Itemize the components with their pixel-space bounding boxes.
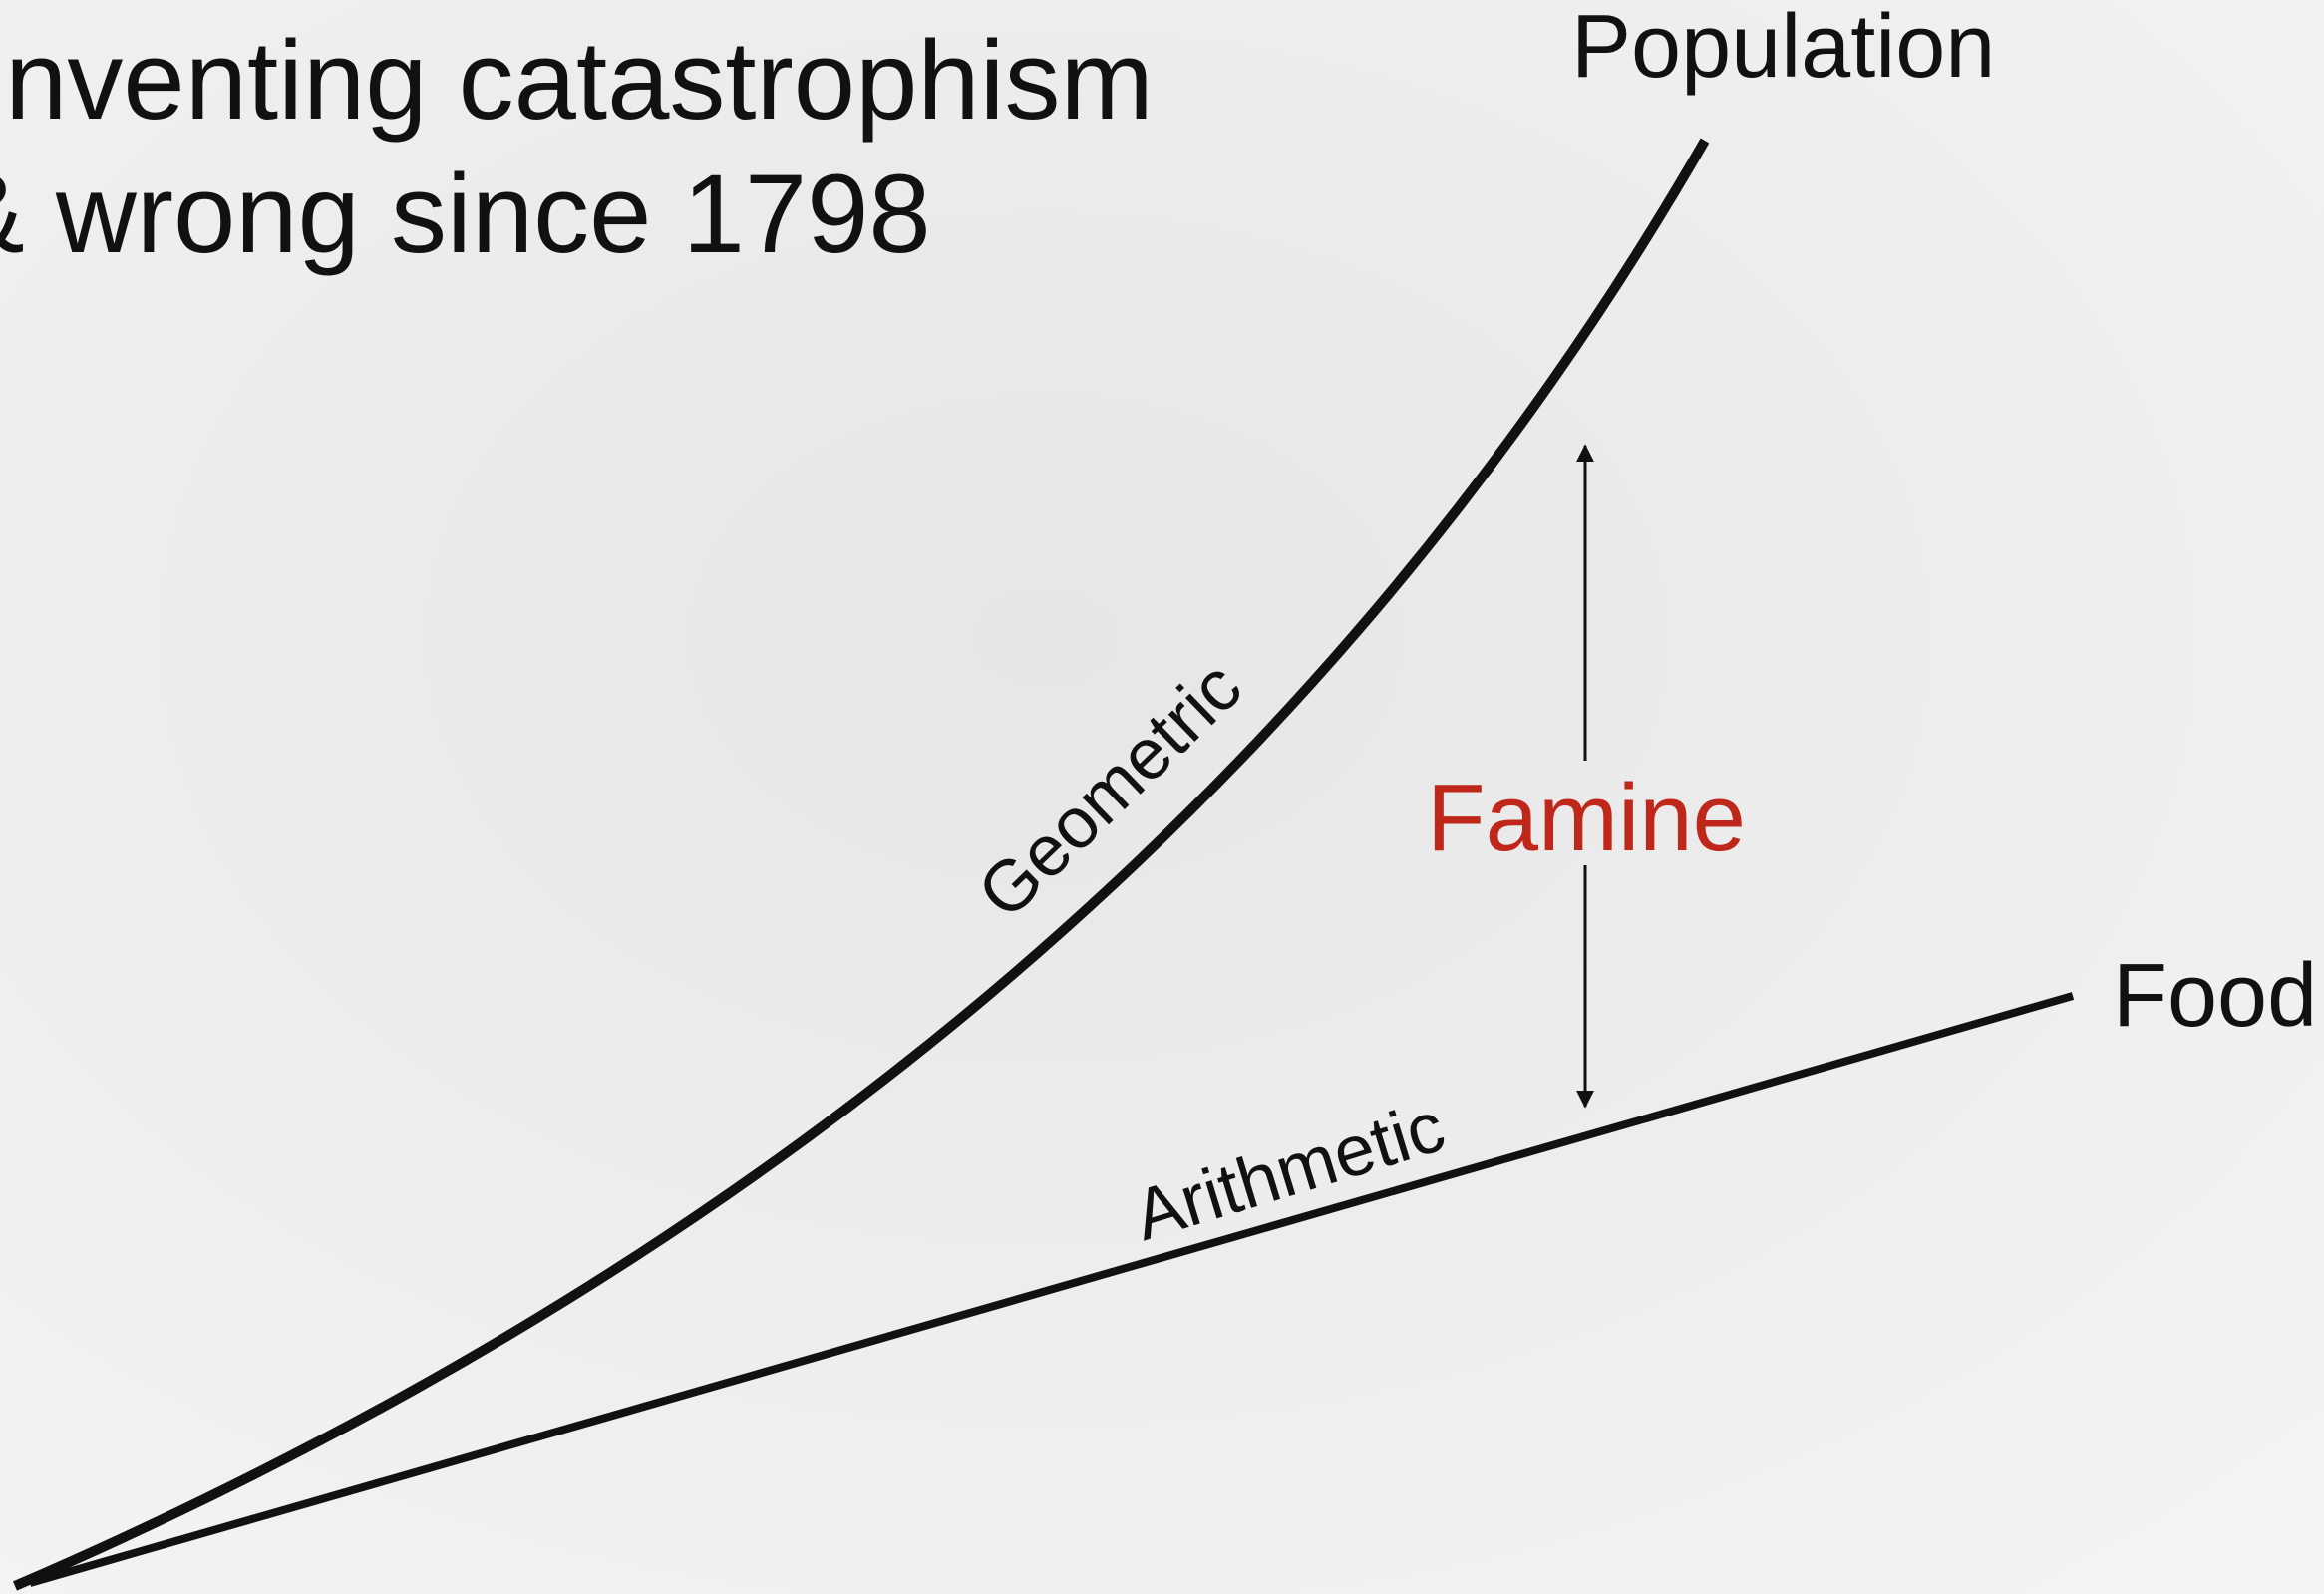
title-line: Inventing catastrophism	[0, 18, 1154, 143]
curve-label: Food	[2113, 946, 2317, 1046]
curve-label: Population	[1571, 0, 1995, 97]
food-line	[28, 992, 2075, 1587]
title-line: & wrong since 1798	[0, 152, 931, 276]
population-curve	[13, 138, 1710, 1591]
gap-label: Famine	[1427, 765, 1746, 871]
